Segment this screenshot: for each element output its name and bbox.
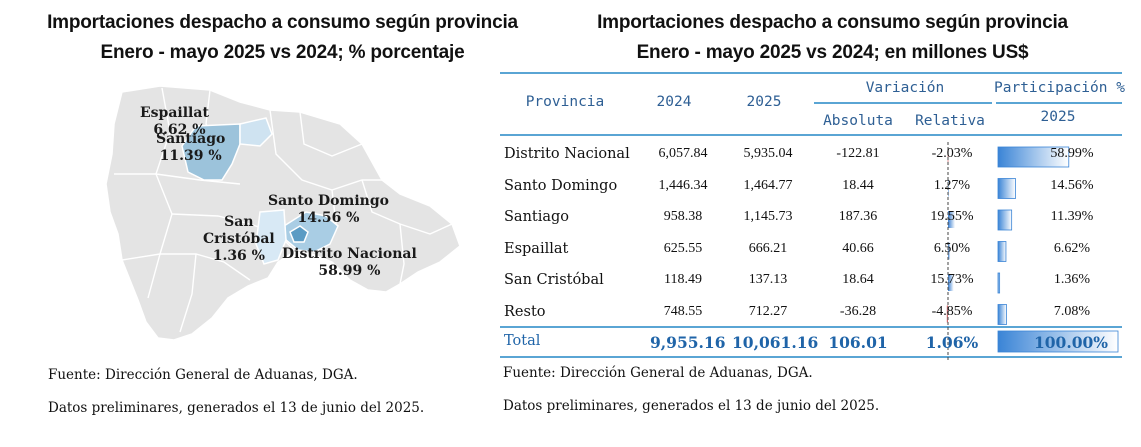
cell-absoluta: -122.81	[836, 146, 880, 161]
map-label-espaillat: Espaillat 6.62 %	[140, 105, 209, 138]
total-top-rule	[500, 326, 1122, 328]
cell-absoluta: -36.28	[839, 303, 877, 319]
region-espaillat	[239, 117, 273, 147]
cell-provincia: San Cristóbal	[504, 272, 604, 288]
total-provincia: Total	[504, 333, 541, 349]
cell-relativa: 6.50%	[933, 240, 971, 256]
table-data-bars	[946, 142, 1119, 362]
map-title-line2: Enero - mayo 2025 vs 2024; % porcentaje	[100, 42, 465, 63]
participacion-bar	[997, 146, 1070, 168]
relativa-bar	[946, 305, 948, 323]
cell-year-2025: 137.13	[748, 272, 788, 287]
cell-year-2025: 666.21	[748, 240, 788, 256]
map-source-note: Fuente: Dirección General de Aduanas, DG…	[48, 367, 358, 383]
cell-year-2025: 1,464.77	[743, 177, 793, 193]
cell-year-2024: 6,057.84	[658, 146, 708, 161]
header-2025: 2025	[746, 94, 782, 110]
total-participacion: 100.00%	[1033, 333, 1109, 352]
participacion-bar	[997, 304, 1007, 325]
total-year-2025: 10,061.16	[732, 333, 819, 352]
participacion-bar	[997, 272, 1001, 294]
cell-absoluta: 40.66	[842, 240, 874, 256]
header-absoluta: Absoluta	[823, 113, 893, 129]
province-borders	[114, 87, 453, 333]
cell-participacion: 7.08%	[1053, 303, 1091, 319]
participacion-bar	[997, 209, 1013, 231]
cell-participacion: 11.39%	[1050, 209, 1094, 224]
cell-participacion: 1.36%	[1053, 272, 1091, 287]
table-title-line2: Enero - mayo 2025 vs 2024; en millones U…	[636, 42, 1029, 63]
cell-relativa: 15.73%	[930, 272, 974, 287]
header-participacion-year: 2025	[1040, 109, 1076, 125]
header-participacion: Participación %	[994, 80, 1125, 96]
table-preliminary-note: Datos preliminares, generados el 13 de j…	[503, 398, 880, 414]
cell-provincia: Resto	[504, 303, 546, 320]
cell-participacion: 6.62%	[1053, 240, 1091, 256]
cell-relativa: -2.03%	[931, 146, 973, 161]
relativa-bar	[948, 211, 956, 228]
participacion-bar	[997, 178, 1016, 199]
map-preliminary-note: Datos preliminares, generados el 13 de j…	[48, 400, 425, 416]
table-source-note: Fuente: Dirección General de Aduanas, DG…	[503, 365, 813, 381]
table-bottom-rule	[500, 356, 1122, 358]
total-absoluta: 106.01	[828, 333, 888, 352]
header-bottom-rule	[500, 134, 1122, 136]
map-chart-title: Importaciones despacho a consumo según p…	[40, 8, 525, 68]
cell-year-2024: 958.38	[663, 209, 703, 224]
cell-provincia: Santiago	[504, 209, 570, 225]
cell-absoluta: 187.36	[838, 209, 878, 224]
total-year-2024: 9,955.16	[650, 333, 726, 352]
region-san-cristobal	[255, 209, 287, 265]
dominican-republic-map	[105, 85, 460, 341]
relativa-bar	[948, 242, 951, 260]
cell-year-2024: 625.55	[663, 240, 703, 256]
region-distrito-nacional	[289, 225, 309, 243]
table-title: Importaciones despacho a consumo según p…	[560, 8, 1105, 68]
cell-absoluta: 18.44	[842, 177, 874, 193]
cell-provincia: Santo Domingo	[504, 177, 618, 194]
cell-year-2024: 748.55	[663, 303, 703, 319]
cell-absoluta: 18.64	[842, 272, 874, 287]
participacion-bar	[997, 241, 1007, 262]
header-2024: 2024	[656, 94, 692, 110]
cell-relativa: 1.27%	[933, 177, 971, 193]
map-title-line1: Importaciones despacho a consumo según p…	[47, 12, 518, 33]
cell-year-2024: 1,446.34	[658, 177, 708, 193]
relativa-bar	[947, 148, 949, 165]
cell-provincia: Espaillat	[504, 240, 569, 257]
cell-year-2025: 1,145.73	[743, 209, 793, 224]
map-label-santiago: Santiago 11.39 %	[156, 131, 226, 164]
cell-relativa: 19.55%	[930, 209, 974, 224]
cell-relativa: -4.85%	[931, 303, 973, 319]
map-label-distrito-nacional: Distrito Nacional 58.99 %	[282, 246, 417, 279]
map-label-santo-domingo: Santo Domingo 14.56 %	[268, 193, 389, 226]
cell-participacion: 14.56%	[1050, 177, 1094, 193]
participacion-rule	[996, 102, 1122, 104]
cell-year-2025: 5,935.04	[743, 146, 793, 161]
map-label-san-cristobal: San Cristóbal 1.36 %	[203, 214, 275, 264]
table-title-line1: Importaciones despacho a consumo según p…	[597, 12, 1068, 33]
cell-participacion: 58.99%	[1050, 146, 1094, 161]
variacion-rule	[814, 102, 992, 104]
participacion-total-bar	[997, 330, 1119, 353]
cell-year-2025: 712.27	[748, 303, 788, 319]
relativa-bar	[948, 274, 954, 291]
header-variacion: Variación	[865, 80, 945, 96]
header-relativa: Relativa	[915, 113, 985, 129]
cell-provincia: Distrito Nacional	[504, 146, 630, 162]
cell-year-2024: 118.49	[664, 272, 702, 287]
total-relativa: 1.06%	[925, 333, 979, 352]
header-provincia: Provincia	[525, 94, 605, 110]
table-top-rule	[500, 72, 1122, 74]
